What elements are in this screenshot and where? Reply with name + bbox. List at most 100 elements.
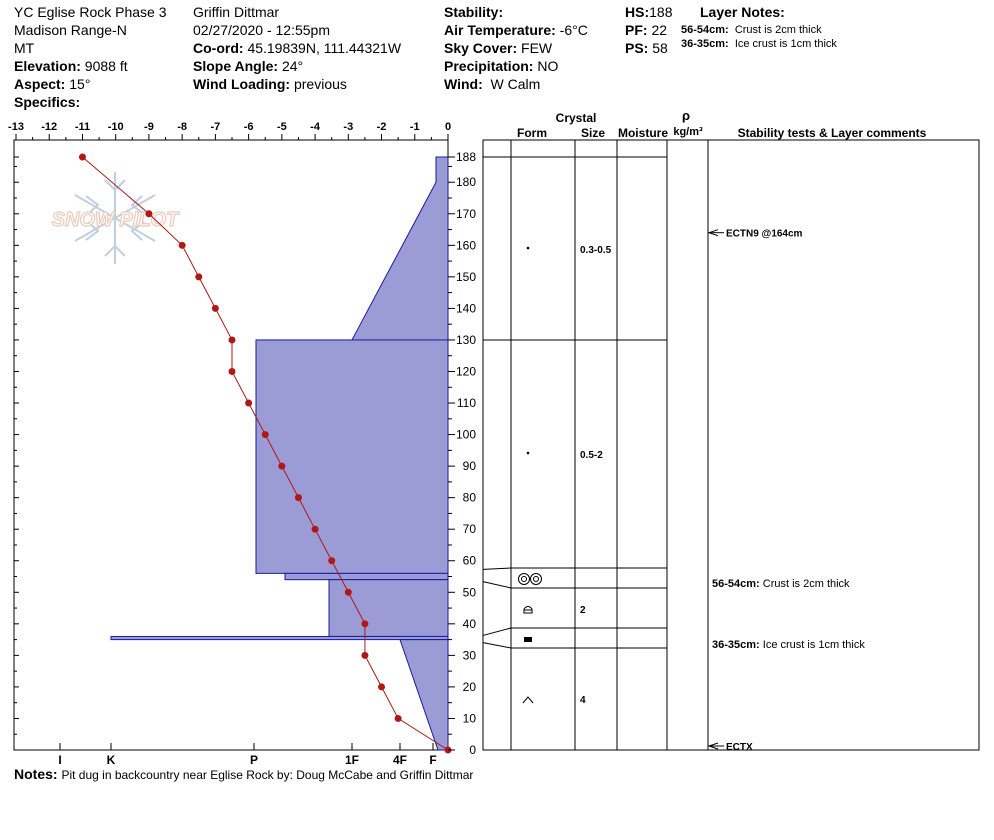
height-tick-label: 188: [456, 150, 476, 164]
crystal-size: 4: [580, 695, 586, 706]
precipitation-particle-icon: [526, 451, 530, 455]
temp-tick-label: 0: [445, 121, 451, 133]
elevation: Elevation: 9088 ft: [14, 58, 128, 74]
temperature-point: [394, 714, 402, 722]
layer-table: 0.3-0.5 0.5-2 2 4 ECTN9 @164cm ECTX 56-54cm: C…: [482, 139, 980, 753]
datetime: 02/27/2020 - 12:55pm: [193, 22, 330, 38]
height-tick-label: 50: [463, 585, 477, 599]
height-tick-label: 120: [456, 364, 476, 378]
temp-tick-label: -5: [277, 121, 287, 133]
temp-tick-label: -9: [144, 121, 154, 133]
temperature-point: [195, 273, 203, 281]
observer: Griffin Dittmar: [193, 4, 280, 20]
header-density-unit: kg/m³: [673, 126, 703, 138]
header-form: Form: [517, 126, 547, 140]
height-tick-label: 140: [456, 301, 476, 315]
pit-name: YC Eglise Rock Phase 3: [14, 4, 167, 20]
hardness-layer-top: [351, 156, 449, 341]
height-tick-label: 40: [463, 617, 477, 631]
air-temperature: Air Temperature: -6°C: [444, 22, 588, 38]
hardness-tick-label: 4F: [393, 753, 407, 767]
height-tick-label: 30: [463, 648, 477, 662]
temp-tick-label: -3: [343, 121, 353, 133]
pf: PF: 22: [625, 22, 668, 38]
temp-tick-label: -8: [177, 121, 187, 133]
hs: HS:188: [625, 4, 673, 20]
layer-boundary-connector: [482, 581, 512, 589]
stability: Stability:: [444, 4, 504, 20]
temp-tick-label: -7: [210, 121, 220, 133]
layer-boundary-connector: [482, 627, 512, 636]
temp-tick-label: -12: [41, 121, 57, 133]
temp-tick-label: -4: [310, 121, 321, 133]
temperature-point: [228, 336, 236, 344]
height-tick-label: 90: [463, 459, 477, 473]
sky-cover: Sky Cover: FEW: [444, 40, 553, 56]
stability-test-label: ECTX: [726, 742, 753, 753]
temperature-point: [378, 683, 386, 691]
temp-tick-label: -10: [108, 121, 124, 133]
height-tick-label: 150: [456, 270, 476, 284]
temp-tick-label: -11: [75, 121, 90, 133]
rounded-grain-icon: [518, 573, 530, 585]
temperature-point: [361, 651, 369, 659]
height-tick-label: 180: [456, 175, 476, 189]
crystal-size: 0.3-0.5: [580, 245, 612, 256]
layer-comment-text: Crust is 2cm thick: [763, 578, 850, 590]
range: Madison Range-N: [14, 22, 127, 38]
header-rho: ρ: [682, 108, 690, 123]
coordinates: Co-ord: 45.19839N, 111.44321W: [193, 40, 402, 56]
crystal-form-dot-icon: [526, 246, 530, 250]
snowflake-icon: [74, 172, 156, 264]
hardness-layer-upper: [255, 339, 449, 574]
layer-comment-range: 36-35cm:: [712, 639, 763, 651]
aspect: Aspect: 15°: [14, 76, 91, 92]
crystal-form-depth-hoar-icon: [522, 696, 534, 704]
rounded-grain-icon: [533, 576, 539, 582]
layer-comment: 36-35cm: Ice crust is 1cm thick: [712, 639, 865, 651]
temperature-point: [245, 399, 253, 407]
specifics: Specifics:: [14, 94, 81, 110]
height-tick-label: 10: [463, 711, 477, 725]
header-comments: Stability tests & Layer comments: [738, 126, 927, 140]
crystal-form-dot-icon: [526, 451, 530, 455]
notes: Notes: Pit dug in backcountry near Eglis…: [14, 766, 474, 782]
temp-tick-label: -6: [244, 121, 254, 133]
wind-loading: Wind Loading: previous: [193, 76, 347, 92]
hardness-tick-label: P: [250, 753, 258, 767]
crystal-form-ice-icon: [524, 637, 532, 642]
height-tick-label: 130: [456, 333, 476, 347]
slope-angle: Slope Angle: 24°: [193, 58, 304, 74]
faceted-crystal-icon: [523, 606, 533, 614]
depth-hoar-icon: [522, 696, 534, 704]
layer-note-1: 56-54cm: Crust is 2cm thick: [681, 24, 822, 36]
hardness-layer-faceted: [328, 579, 449, 637]
height-tick-label: 0: [469, 743, 476, 757]
temp-tick-label: -1: [410, 121, 420, 133]
hardness-layer-crust: [284, 572, 449, 581]
temp-tick-label: -13: [8, 121, 24, 133]
stability-test-label: ECTN9 @164cm: [726, 229, 803, 240]
temperature-point: [211, 304, 219, 312]
table-frame: [482, 139, 980, 751]
height-tick-label: 170: [456, 207, 476, 221]
temperature-point: [261, 431, 269, 439]
state: MT: [14, 40, 35, 56]
hardness-profile: [110, 156, 449, 751]
height-tick-label: 70: [463, 522, 477, 536]
hardness-tick-label: F: [429, 753, 436, 767]
header-size: Size: [581, 126, 605, 140]
ps: PS: 58: [625, 40, 668, 56]
logo-text: SNOW PILOT: [52, 209, 180, 231]
crystal-form-crust-icon: [518, 573, 542, 585]
ice-formation-icon: [524, 637, 532, 642]
temperature-point: [328, 557, 336, 565]
temperature-point: [145, 210, 153, 218]
hardness-tick-label: 1F: [345, 753, 359, 767]
layer-boundary-connector: [482, 567, 512, 570]
rounded-grain-icon: [521, 576, 527, 582]
height-tick-label: 20: [463, 680, 477, 694]
temperature-profile: [78, 153, 452, 754]
temperature-point: [178, 241, 186, 249]
